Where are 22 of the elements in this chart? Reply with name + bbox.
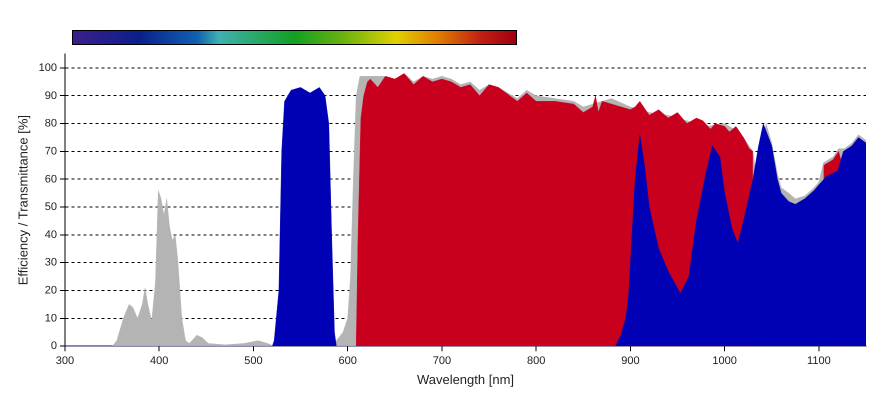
x-tick-label: 1100 bbox=[807, 354, 831, 367]
x-tick-label: 800 bbox=[526, 354, 546, 367]
x-tick-label: 700 bbox=[432, 354, 452, 367]
y-tick-label: 0 bbox=[50, 340, 57, 352]
y-tick-label: 40 bbox=[44, 228, 57, 241]
y-tick-label: 10 bbox=[44, 312, 57, 324]
y-tick-label: 30 bbox=[44, 256, 57, 269]
y-tick-label: 60 bbox=[44, 173, 57, 186]
y-tick-label: 100 bbox=[38, 62, 57, 74]
x-tick-label: 900 bbox=[621, 354, 640, 367]
x-tick-label: 1000 bbox=[712, 354, 737, 367]
x-tick-label: 600 bbox=[338, 354, 357, 367]
y-tick-label: 80 bbox=[44, 118, 57, 130]
x-tick-label: 500 bbox=[244, 354, 263, 367]
y-tick-label: 70 bbox=[44, 145, 57, 158]
y-tick-label: 50 bbox=[44, 201, 57, 214]
x-axis-title: Wavelength [nm] bbox=[416, 372, 514, 387]
y-axis-title: Efficiency / Transmittance [%] bbox=[15, 114, 30, 286]
x-tick-label: 300 bbox=[56, 354, 74, 367]
y-tick-label: 90 bbox=[44, 90, 57, 102]
x-tick-label: 400 bbox=[150, 354, 168, 367]
y-tick-label: 20 bbox=[44, 284, 57, 297]
